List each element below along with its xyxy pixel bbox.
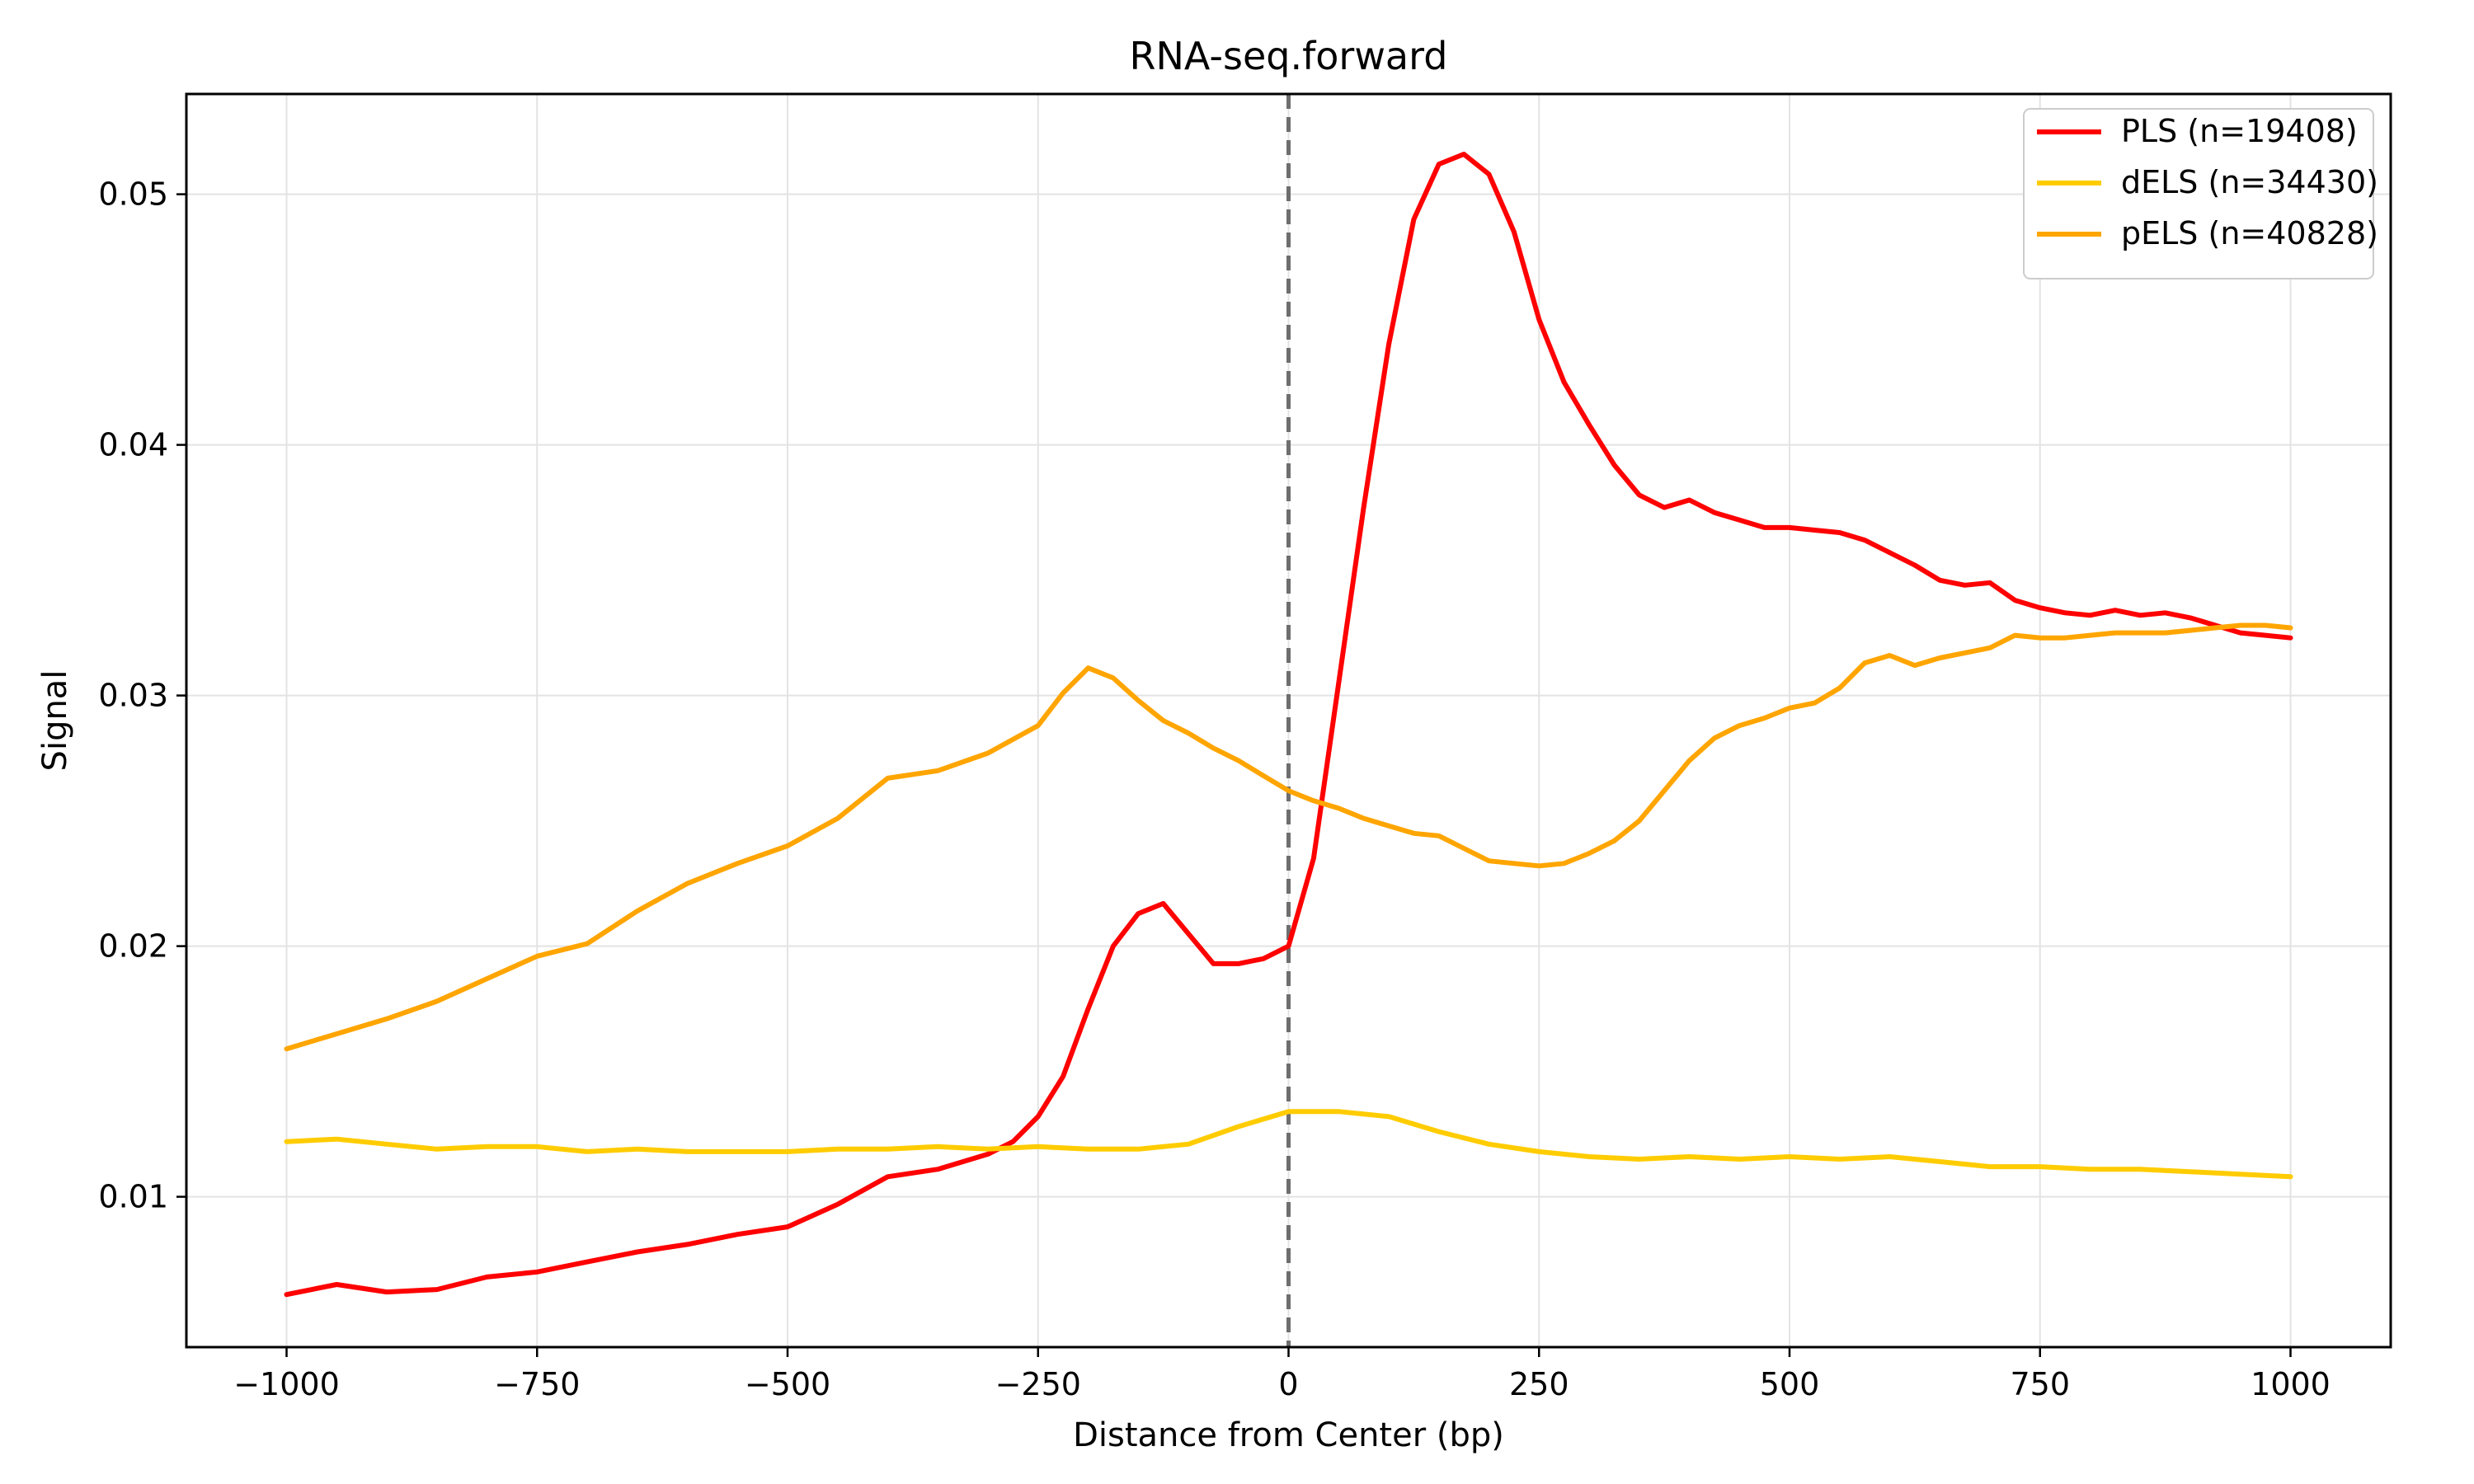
x-tick-label: −1000: [233, 1366, 340, 1402]
x-tick-label: 1000: [2251, 1366, 2331, 1402]
series-line-3: [284, 622, 2293, 1052]
series-lines: [284, 152, 2293, 1298]
x-tick-label: 250: [1509, 1366, 1569, 1402]
x-tick-label: −250: [995, 1366, 1081, 1402]
axis-ticks: −1000 −750 −500 −250 0 250 500 750 1000 0.01 0.02 0…: [98, 176, 2330, 1402]
series-line-1: [284, 152, 2293, 1298]
legend-label: dELS (n=34430): [2121, 164, 2378, 200]
x-tick-label: −750: [494, 1366, 580, 1402]
y-tick-label: 0.01: [98, 1179, 168, 1215]
y-axis-label: Signal: [36, 670, 74, 772]
x-tick-label: 0: [1278, 1366, 1298, 1402]
chart-legend: PLS (n=19408) dELS (n=34430) pELS (n=40828…: [2023, 108, 2378, 279]
y-tick-label: 0.04: [98, 427, 168, 463]
x-tick-label: 500: [1760, 1366, 1820, 1402]
y-tick-label: 0.03: [98, 678, 168, 714]
x-tick-label: 750: [2010, 1366, 2070, 1402]
x-axis-label: Distance from Center (bp): [1073, 1416, 1504, 1454]
legend-label: PLS (n=19408): [2121, 113, 2358, 149]
y-tick-label: 0.02: [98, 928, 168, 965]
y-tick-label: 0.05: [98, 176, 168, 213]
legend-box: [2023, 108, 2374, 279]
series-line-2: [284, 1109, 2293, 1180]
chart-title: RNA-seq.forward: [1130, 34, 1448, 78]
x-tick-label: −500: [745, 1366, 830, 1402]
legend-label: pELS (n=40828): [2121, 215, 2378, 251]
